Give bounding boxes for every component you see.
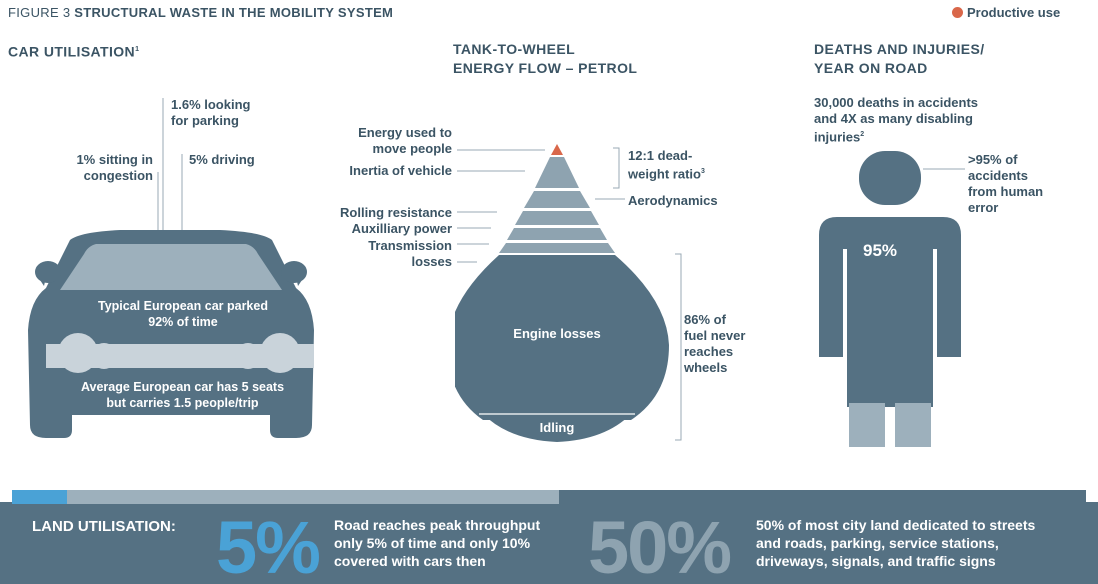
person-body: [819, 217, 961, 407]
parked-text: Typical European car parked 92% of time: [98, 299, 268, 329]
energy-drop-diagram: [455, 144, 682, 442]
car-section-title: CAR UTILISATION1: [8, 43, 140, 60]
land-big-50: 50%: [588, 506, 732, 584]
productive-triangle: [551, 144, 563, 155]
idling-label: Idling: [539, 420, 575, 435]
person-left-foot: [849, 403, 885, 447]
land-label: LAND UTILISATION:: [32, 518, 176, 535]
engine-losses-drop: [455, 255, 669, 420]
left-mirror: [35, 261, 61, 283]
land-big-5: 5%: [216, 506, 321, 584]
idling-section: [483, 414, 631, 442]
driving-label: 5% driving: [189, 152, 255, 167]
deaths-stat: 30,000 deaths in accidents and 4X as man…: [814, 95, 979, 145]
seats-text: Average European car has 5 seats but car…: [80, 380, 285, 410]
legend-label: Productive use: [967, 5, 1061, 20]
aerodynamics-label: Aerodynamics: [628, 193, 718, 208]
land-text-5: Road reaches peak throughput only 5% of …: [334, 517, 541, 569]
legend: Productive use: [952, 5, 1060, 20]
figure-heading: STRUCTURAL WASTE IN THE MOBILITY SYSTEM: [74, 5, 394, 20]
deaths-section-title: DEATHS AND INJURIES/ YEAR ON ROAD: [814, 41, 985, 76]
auxiliary-label: Auxilliary power: [351, 221, 452, 236]
headlight-right-inner: [235, 343, 261, 369]
right-mirror: [281, 261, 307, 283]
figure-title: FIGURE 3 STRUCTURAL WASTE IN THE MOBILIT…: [8, 5, 393, 20]
headlight-left-inner: [91, 343, 117, 369]
aerodynamics-band: [524, 191, 590, 208]
car-illustration: [28, 98, 314, 438]
land-bar-road-50: [67, 490, 559, 504]
land-bar-road-5: [12, 490, 67, 504]
land-text-50: 50% of most city land dedicated to stree…: [756, 517, 1036, 569]
headlight-right-outer: [260, 333, 300, 373]
person-right-foot: [895, 403, 931, 447]
fuel-never-label: 86% of fuel never reaches wheels: [684, 312, 746, 375]
figure-label: FIGURE 3: [8, 5, 71, 20]
inertia-label: Inertia of vehicle: [349, 163, 452, 178]
ratio-label: 12:1 dead- weight ratio3: [628, 148, 705, 182]
energy-section-title: TANK-TO-WHEEL ENERGY FLOW – PETROL: [453, 41, 638, 76]
windshield: [60, 244, 282, 290]
land-bar-rest: [559, 490, 1086, 504]
congestion-label: 1% sitting in congestion: [76, 152, 153, 183]
transmission-label: Transmission losses: [368, 238, 452, 269]
transmission-band: [499, 243, 615, 253]
looking-parking-label: 1.6% looking for parking: [171, 97, 251, 128]
inertia-band: [535, 157, 579, 188]
engine-losses-label: Engine losses: [513, 326, 601, 341]
auxiliary-band: [507, 228, 607, 240]
move-people-label: Energy used to move people: [358, 125, 452, 156]
rolling-band: [515, 211, 599, 225]
headlight-left-outer: [58, 333, 98, 373]
rolling-label: Rolling resistance: [340, 205, 452, 220]
person-head: [859, 151, 921, 205]
land-band: [0, 502, 1098, 584]
human-error-label: >95% of accidents from human error: [968, 152, 1044, 215]
productive-dot-icon: [952, 7, 963, 18]
person-figure: [819, 151, 965, 447]
percent-95-label: 95%: [862, 241, 898, 260]
